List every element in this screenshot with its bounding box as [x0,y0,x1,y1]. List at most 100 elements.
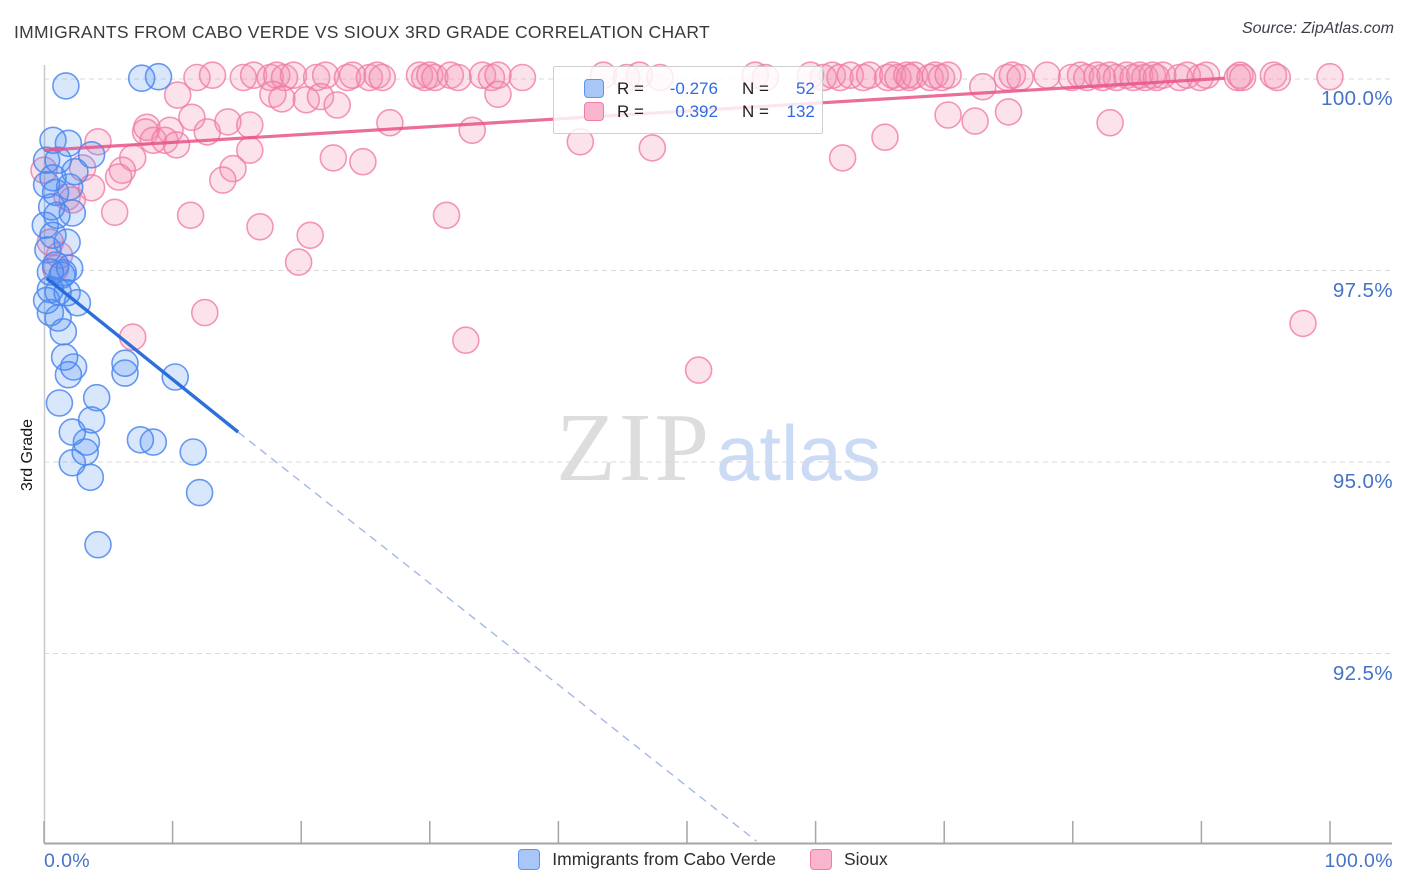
data-point-sioux [236,111,264,139]
data-point-sioux [508,63,537,92]
data-point-sioux [246,213,274,241]
data-point-sioux [162,131,191,159]
data-point-cabo-verde [144,62,173,91]
data-point-sioux [284,248,313,276]
data-point-cabo-verde [49,317,78,346]
data-point-sioux [176,201,205,230]
data-point-cabo-verde [58,199,87,227]
data-point-sioux [968,72,997,101]
legend-swatch-sioux [584,102,604,121]
chart-legend: Immigrants from Cabo Verde Sioux [0,849,1406,870]
data-point-sioux [163,81,192,109]
data-point-sioux [484,61,512,89]
data-point-sioux [828,144,857,172]
data-point-sioux [451,326,480,355]
data-point-cabo-verde [61,157,89,186]
y-axis-tick-label: 92.5% [1332,661,1393,685]
data-point-sioux [1006,63,1034,92]
data-point-sioux [1096,108,1124,137]
data-point-sioux [139,126,168,155]
data-point-sioux [871,123,899,151]
data-point-sioux [638,134,667,162]
data-point-sioux [100,198,129,227]
data-point-sioux [432,201,461,230]
data-point-sioux [104,163,133,191]
data-point-sioux [279,61,308,89]
x-axis-label-min: 0.0% [44,850,91,872]
data-point-cabo-verde [58,448,87,477]
data-point-sioux [934,101,962,129]
data-point-sioux [994,98,1023,126]
data-point-cabo-verde [52,72,80,100]
legend-row-cabo-verde: R = -0.276 N = 52 [554,79,822,99]
n-value: 52 [795,78,815,98]
data-point-cabo-verde [72,428,101,456]
data-point-sioux [270,63,299,92]
source-credit: Source: ZipAtlas.com [1241,20,1394,37]
y-axis-tick-label: 100.0% [1321,87,1393,110]
legend-label-cabo-verde: Immigrants from Cabo Verde [552,849,776,869]
watermark-atlas: atlas [716,409,881,497]
data-point-sioux [268,85,296,113]
data-point-sioux [296,221,325,250]
data-point-cabo-verde [45,389,74,417]
data-point-sioux [1316,62,1344,91]
data-point-sioux [214,108,242,136]
data-point-sioux [961,107,989,135]
data-point-sioux [484,80,512,109]
data-point-sioux [1228,63,1257,92]
y-axis-tick-label: 97.5% [1332,278,1393,302]
data-point-cabo-verde [76,463,105,492]
data-point-sioux [1289,309,1317,338]
trend-line-cabo-verde [45,276,240,434]
data-point-sioux [209,166,237,194]
legend-swatch-sioux [809,849,832,870]
data-point-cabo-verde [36,298,65,327]
data-point-sioux [368,63,397,92]
legend-row-sioux: R = 0.392 N = 132 [554,102,822,122]
data-point-sioux [1033,61,1061,89]
data-point-cabo-verde [32,146,61,174]
data-point-cabo-verde [139,428,168,456]
data-point-sioux [444,63,472,92]
data-point-sioux [349,147,377,176]
data-point-sioux [229,63,258,92]
data-point-sioux [30,156,58,184]
data-point-cabo-verde [59,353,88,381]
r-value: -0.276 [669,78,718,98]
data-point-sioux [376,108,404,137]
data-point-sioux [826,63,854,92]
y-axis-title: 3rd Grade [19,418,36,492]
data-point-sioux [458,116,487,145]
y-axis-tick-label: 95.0% [1332,470,1393,493]
data-point-sioux [934,61,962,89]
data-point-sioux [77,174,106,202]
r-label: R = [617,101,644,121]
data-point-sioux [178,103,206,132]
data-point-cabo-verde [58,418,87,446]
data-point-sioux [1263,63,1292,92]
legend-swatch-cabo-verde [518,849,541,870]
data-point-cabo-verde [48,261,76,289]
n-label: N = [741,78,769,98]
data-point-sioux [306,82,335,111]
n-label: N = [741,101,769,121]
data-point-sioux [198,61,227,89]
data-point-cabo-verde [161,363,189,391]
n-value: 132 [786,101,815,121]
watermark-zip: ZIP [556,394,712,502]
data-point-sioux [219,154,247,183]
r-value: 0.392 [675,101,718,121]
legend-swatch-cabo-verde [584,79,604,98]
data-point-cabo-verde [84,530,112,559]
r-label: R = [617,78,644,98]
data-point-cabo-verde [54,360,83,389]
data-point-sioux [468,61,497,89]
data-point-cabo-verde [179,438,207,466]
watermark: ZIPatlas [556,392,881,504]
data-point-cabo-verde [34,236,62,264]
data-point-sioux [1192,61,1221,89]
x-axis-label-max: 100.0% [1324,850,1393,872]
